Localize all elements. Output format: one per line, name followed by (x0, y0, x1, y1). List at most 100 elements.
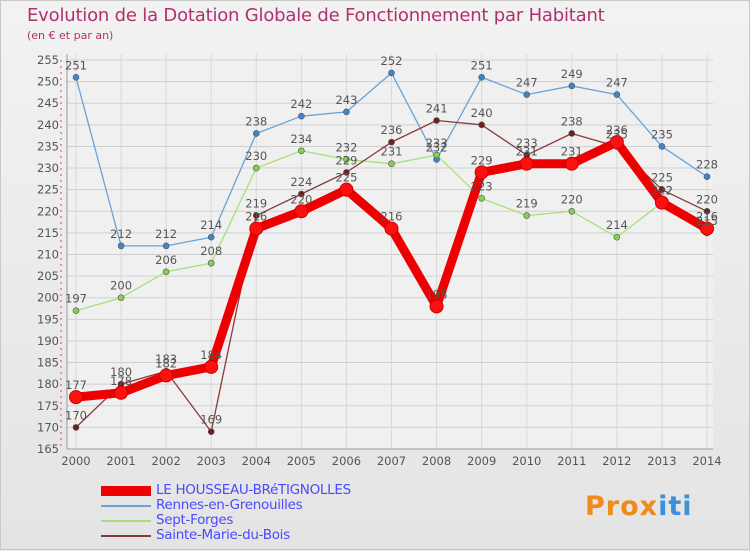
data-label: 208 (200, 244, 222, 258)
data-label: 235 (651, 127, 673, 141)
legend-swatch-main (101, 486, 151, 496)
data-point (474, 165, 489, 180)
data-label: 184 (200, 348, 222, 362)
data-point (298, 190, 305, 198)
data-label: 200 (110, 279, 132, 293)
data-point (384, 221, 399, 236)
data-label: 183 (155, 352, 177, 366)
data-point (72, 307, 80, 314)
y-tick-label: 235 (37, 139, 59, 153)
data-point (613, 233, 621, 241)
data-label: 252 (381, 54, 403, 68)
data-label: 206 (155, 253, 177, 267)
data-point (207, 233, 215, 241)
data-label: 216 (696, 210, 718, 224)
y-tick-label: 225 (37, 183, 59, 197)
data-point (433, 117, 440, 124)
y-tick-label: 230 (37, 161, 59, 175)
data-label: 177 (65, 378, 87, 392)
data-label: 241 (426, 102, 448, 116)
data-point (249, 221, 264, 236)
data-point (433, 151, 440, 159)
data-point (343, 169, 350, 176)
legend-swatch-sainte-marie (101, 535, 151, 537)
data-label: 223 (471, 179, 493, 193)
legend-label-main: LE HOUSSEAU-BRéTIGNOLLES (156, 482, 351, 498)
data-label: 229 (335, 153, 357, 167)
data-label: 220 (561, 192, 583, 206)
x-tick-label: 2011 (557, 454, 586, 468)
data-label: 235 (606, 127, 628, 141)
data-label: 242 (290, 97, 312, 111)
legend-swatch-sept-forges (101, 520, 151, 522)
proxiti-logo: Proxiti (585, 491, 693, 522)
x-tick-label: 2001 (106, 454, 135, 468)
data-label: 238 (561, 114, 583, 128)
data-label: 216 (381, 210, 403, 224)
x-tick-label: 2006 (332, 454, 361, 468)
y-tick-label: 185 (37, 356, 59, 370)
data-point (252, 164, 260, 172)
data-label: 225 (335, 171, 357, 185)
data-point (69, 390, 83, 405)
x-tick-label: 2012 (602, 454, 631, 468)
legend-label-sept-forges: Sept-Forges (156, 512, 234, 528)
data-point (339, 182, 354, 197)
y-tick-label: 240 (37, 118, 59, 132)
y-tick-label: 210 (37, 248, 59, 262)
data-point (388, 138, 395, 146)
data-label: 234 (290, 132, 312, 146)
data-point (388, 160, 395, 168)
x-tick-label: 2013 (647, 454, 676, 468)
data-label: 233 (516, 136, 538, 150)
data-point (568, 82, 576, 90)
data-point (252, 212, 260, 219)
data-point (609, 135, 624, 150)
y-tick-label: 170 (37, 420, 59, 434)
x-tick-label: 2002 (152, 454, 181, 468)
y-tick-label: 205 (37, 269, 59, 283)
data-label: 243 (335, 93, 357, 107)
data-label: 228 (696, 158, 718, 172)
data-point (568, 130, 576, 137)
legend-swatch-rennes (101, 505, 151, 507)
data-label: 214 (200, 218, 222, 232)
y-tick-label: 200 (37, 291, 59, 305)
data-label: 216 (245, 210, 267, 224)
data-label: 238 (245, 114, 267, 128)
data-label: 214 (606, 218, 628, 232)
data-point (523, 212, 531, 219)
data-label: 219 (245, 197, 267, 211)
data-point (298, 147, 305, 155)
data-point (343, 108, 350, 116)
data-point (523, 91, 531, 98)
data-point (162, 242, 170, 250)
data-label: 212 (110, 227, 132, 241)
y-tick-label: 255 (37, 53, 59, 67)
x-tick-label: 2005 (287, 454, 316, 468)
data-point (519, 156, 534, 171)
data-label: 197 (65, 292, 87, 306)
x-tick-label: 2000 (61, 454, 90, 468)
data-point (72, 424, 80, 431)
data-label: 215 (696, 214, 718, 228)
data-label: 231 (381, 145, 403, 159)
legend-label-sainte-marie: Sainte-Marie-du-Bois (156, 527, 290, 543)
data-point (388, 69, 395, 77)
data-point (568, 207, 576, 215)
data-point (564, 156, 579, 171)
data-point (298, 112, 305, 120)
chart-title: Evolution de la Dotation Globale de Fonc… (27, 5, 605, 26)
data-point (613, 91, 621, 98)
data-label: 231 (561, 145, 583, 159)
data-label: 232 (426, 140, 448, 154)
data-label: 236 (381, 123, 403, 137)
y-tick-label: 220 (37, 204, 59, 218)
y-tick-label: 250 (37, 75, 59, 89)
x-tick-label: 2008 (422, 454, 451, 468)
data-label: 247 (606, 76, 628, 90)
data-point (159, 368, 174, 383)
data-point (117, 294, 125, 302)
data-point (658, 186, 666, 193)
data-label: 236 (606, 123, 628, 137)
